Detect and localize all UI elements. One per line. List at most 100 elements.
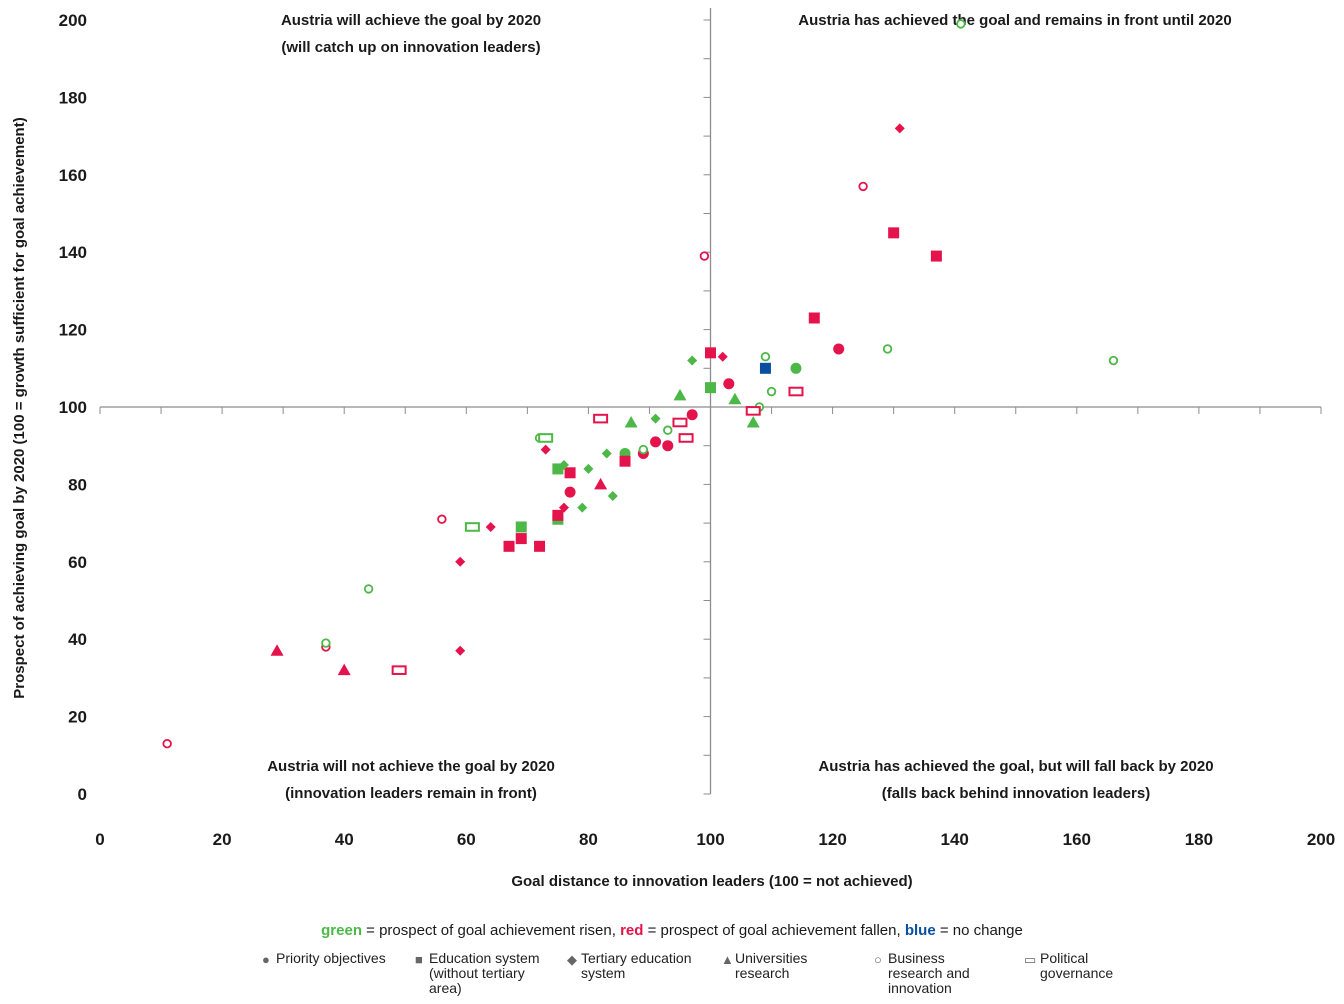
data-point-ring [638,444,649,455]
data-point-diamond [577,502,588,513]
hollow-rectangle-icon: ▭ [1024,952,1037,967]
data-point-hollow_square [788,386,804,397]
data-point-hollow_square [672,417,688,428]
legend-blue-text: = no change [935,922,1023,939]
legend-red-text: = prospect of goal achievement fallen, [643,922,905,939]
legend-green-word: green [321,922,362,939]
data-point-ring [1108,355,1119,366]
data-point-square [515,533,527,545]
data-point-square [515,521,527,533]
color-legend: green = prospect of goal achievement ris… [0,922,1344,939]
x-tick-label: 60 [457,830,476,849]
data-point-ring [437,514,447,524]
data-point-diamond [485,521,496,532]
data-point-triangle [728,392,742,405]
y-tick-label: 80 [68,475,87,494]
quadrant-label-top-left: (will catch up on innovation leaders) [281,39,540,56]
data-point-hollow_square [464,522,480,532]
data-point-ring [663,425,673,435]
data-point-diamond [687,355,698,366]
data-point-circle [662,440,674,452]
legend-item-label: Business research and innovation [888,950,970,996]
data-point-square [930,250,942,262]
data-point-square [552,463,564,475]
data-point-diamond [601,448,612,459]
data-point-diamond [558,460,569,471]
x-tick-label: 80 [579,830,598,849]
data-point-diamond [717,351,728,362]
data-point-diamond [455,556,466,567]
data-point-square [564,467,576,479]
data-point-circle [564,486,576,498]
legend-item-label: Universities research [735,950,808,981]
data-point-triangle [270,644,284,656]
x-tick-label: 40 [335,830,354,849]
legend-item-label: Priority objectives [276,950,386,966]
legend-green-text: = prospect of goal achievement risen, [362,922,621,939]
quadrant-label-bottom-right: Austria has achieved the goal, but will … [818,758,1213,775]
filled-square-icon: ■ [415,952,423,967]
y-axis-label: Prospect of achieving goal by 2020 (100 … [11,117,28,698]
data-point-diamond [558,502,569,513]
data-point-triangle [624,415,638,428]
x-tick-label: 200 [1307,830,1335,849]
quadrant-label-bottom-right: (falls back behind innovation leaders) [882,785,1150,802]
data-point-square [619,455,631,467]
data-point-circle [650,436,662,448]
data-point-ring [956,19,966,29]
quadrant-label-top-right: Austria has achieved the goal and remain… [798,12,1231,29]
data-point-circle [833,343,845,355]
data-point-square [534,540,546,552]
legend-item-label: Tertiary education system [581,950,692,981]
data-point-ring [882,344,893,354]
data-point-ring [363,584,374,594]
ring-icon: ○ [874,952,882,967]
y-tick-label: 20 [68,708,87,727]
data-point-ring [321,638,331,648]
quadrant-label-bottom-left: Austria will not achieve the goal by 202… [267,758,555,775]
data-point-square [705,382,716,394]
legend-blue-word: blue [904,922,936,939]
diamond-icon: ◆ [567,952,577,967]
x-tick-label: 0 [95,830,104,849]
shape-legend: ● Priority objectives ■ Education system… [0,951,1344,1001]
x-tick-label: 140 [941,830,969,849]
axes [99,8,1322,795]
data-point-diamond [583,463,594,474]
data-point-circle [723,378,735,390]
data-point-square [888,227,900,239]
data-point-ring [699,251,710,261]
legend-item-label: Education system (without tertiary area) [429,950,540,996]
data-points [162,19,1119,749]
x-tick-label: 20 [213,830,232,849]
quadrant-label-bottom-left: (innovation leaders remain in front) [285,785,537,802]
filled-circle-icon: ● [262,952,270,967]
data-point-diamond [607,491,618,502]
data-point-hollow_square [593,413,609,424]
y-tick-label: 120 [59,321,87,340]
data-point-square [808,312,820,324]
data-point-triangle [337,663,351,676]
y-tick-label: 140 [59,243,87,262]
data-point-triangle [746,415,760,428]
data-point-hollow_square [745,406,761,416]
y-tick-label: 100 [59,398,87,417]
x-tick-label: 180 [1185,830,1213,849]
y-tick-label: 40 [68,630,87,649]
quadrant-label-top-left: Austria will achieve the goal by 2020 [281,12,541,29]
data-point-circle [686,409,698,421]
x-tick-label: 120 [818,830,846,849]
y-tick-label: 60 [68,553,87,572]
y-tick-label: 0 [78,785,87,804]
data-point-ring [162,738,172,749]
y-tick-label: 200 [59,11,87,30]
quadrant-labels: Austria will achieve the goal by 2020 (wi… [267,12,1232,802]
data-point-square [705,347,716,359]
y-tick-label: 180 [59,88,87,107]
legend-item-label: Political governance [1040,950,1114,981]
data-point-diamond [540,444,551,455]
x-tick-label: 160 [1063,830,1091,849]
data-point-ring [858,181,868,192]
data-point-hollow_square [678,433,694,443]
tick-labels: 0 20 40 60 80 100 120 140 160 180 200 0 20 40 60 80 100 1… [59,11,1336,849]
